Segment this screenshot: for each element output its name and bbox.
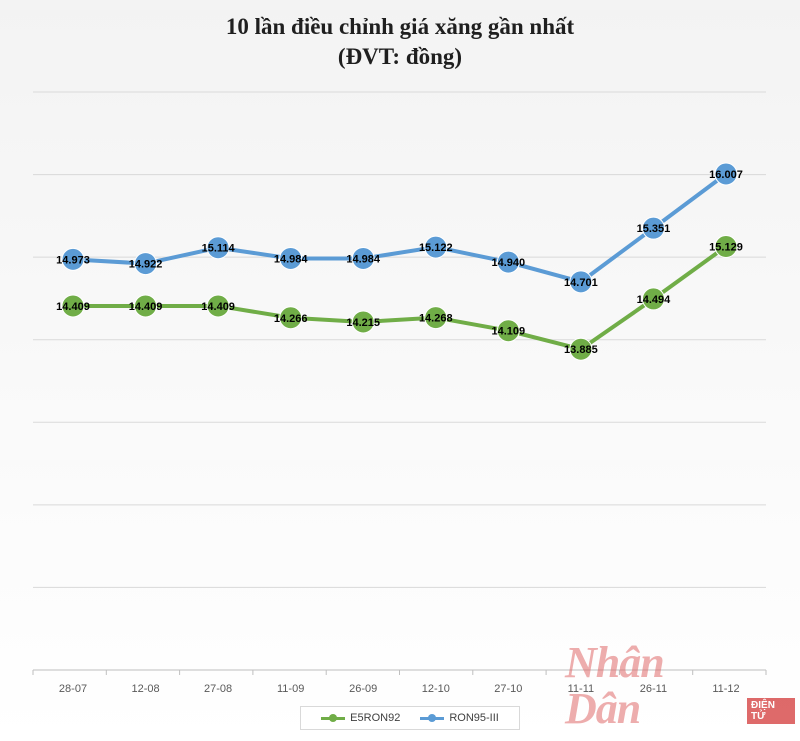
data-point[interactable]: [714, 162, 738, 186]
data-label: 14.984: [274, 253, 309, 265]
data-label: 16.007: [709, 169, 743, 181]
series-points: [61, 162, 738, 361]
data-label: 15.351: [637, 223, 671, 235]
data-point[interactable]: [206, 294, 230, 318]
x-tick-label: 11-12: [712, 683, 739, 695]
data-label: 14.266: [274, 313, 308, 325]
data-label: 14.701: [564, 277, 598, 289]
legend-label-ron95: RON95-III: [449, 712, 499, 724]
data-point[interactable]: [351, 310, 375, 334]
watermark-badge: ĐIỆN TỬ: [747, 698, 795, 724]
data-label: 15.129: [709, 241, 743, 253]
data-labels: 14.409 14.409 14.409 14.266 14.215 14.268 14.1…: [56, 169, 743, 356]
legend-item-ron95[interactable]: RON95-III: [420, 712, 499, 724]
gridlines: [33, 91, 766, 671]
data-label: 14.409: [56, 301, 90, 313]
data-point[interactable]: [351, 246, 375, 270]
chart-title: 10 lần điều chỉnh giá xăng gần nhất: [225, 14, 575, 39]
data-point[interactable]: [496, 319, 520, 343]
data-point[interactable]: [61, 247, 85, 271]
chart-subtitle: (ĐVT: đồng): [337, 44, 463, 69]
x-tick-label: 26-09: [349, 683, 377, 695]
legend-swatch-ron95: [420, 713, 445, 722]
data-point[interactable]: [61, 294, 85, 318]
data-point[interactable]: [206, 236, 230, 260]
data-point[interactable]: [279, 246, 303, 270]
watermark-brand: Nhân Dân: [565, 638, 665, 733]
legend-label-e5ron92: E5RON92: [350, 712, 401, 724]
data-label: 15.122: [419, 242, 453, 254]
x-tick-label: 28-07: [59, 683, 87, 695]
data-label: 14.215: [346, 317, 380, 329]
data-label: 14.409: [129, 301, 163, 313]
data-point[interactable]: [569, 337, 593, 361]
data-point[interactable]: [134, 294, 158, 318]
series-lines: [72, 172, 728, 352]
x-tick-label: 11-11: [568, 683, 595, 695]
data-label: 14.984: [346, 253, 381, 265]
series-line-1: [72, 172, 728, 284]
x-tick-label: 26-11: [640, 683, 667, 695]
data-label: 14.940: [492, 257, 526, 269]
data-label: 14.922: [129, 259, 163, 271]
data-point[interactable]: [569, 270, 593, 294]
legend: E5RON92 RON95-III: [300, 706, 520, 730]
data-point[interactable]: [714, 234, 738, 258]
watermark-logo: Nhân Dân ĐIỆN TỬ: [565, 640, 795, 732]
data-label: 14.409: [201, 301, 235, 313]
x-axis: 28-07 12-08 27-08 11-09 26-09 12-10 27-10 11-11…: [32, 669, 767, 695]
data-label: 14.973: [56, 254, 90, 266]
data-point[interactable]: [279, 306, 303, 330]
data-label: 14.109: [492, 326, 526, 338]
data-point[interactable]: [424, 306, 448, 330]
data-point[interactable]: [641, 216, 665, 240]
x-tick-label: 27-08: [204, 683, 232, 695]
x-tick-label: 12-08: [131, 683, 159, 695]
chart-title-block: 10 lần điều chỉnh giá xăng gần nhất (ĐVT…: [0, 12, 800, 72]
legend-item-e5ron92[interactable]: E5RON92: [321, 712, 400, 724]
data-label: 14.494: [637, 294, 672, 306]
data-point[interactable]: [496, 250, 520, 274]
data-point[interactable]: [641, 287, 665, 311]
data-label: 14.268: [419, 313, 453, 325]
data-point[interactable]: [134, 252, 158, 276]
x-tick-label: 11-09: [277, 683, 304, 695]
x-tick-label: 12-10: [422, 683, 450, 695]
data-point[interactable]: [424, 235, 448, 259]
legend-swatch-e5ron92: [321, 713, 346, 722]
series-line-0: [73, 244, 728, 352]
data-label: 13.885: [564, 344, 598, 356]
data-label: 15.114: [202, 243, 236, 255]
x-tick-label: 27-10: [494, 683, 522, 695]
